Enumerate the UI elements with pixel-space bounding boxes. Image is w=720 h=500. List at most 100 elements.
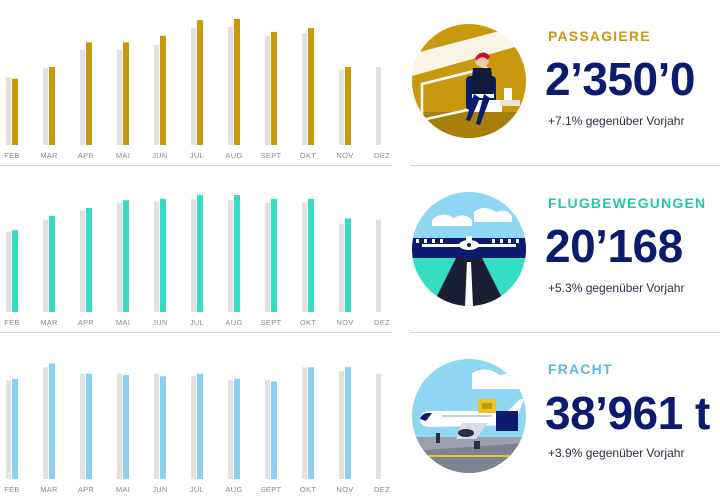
tick-label-dez: DEZ	[374, 485, 390, 494]
tick-label-nov: NOV	[336, 485, 353, 494]
bar-current-nov	[345, 67, 351, 145]
tick-label-apr: APR	[78, 151, 95, 160]
bar-previous-dez	[376, 67, 381, 145]
bar-previous-okt	[302, 367, 307, 479]
tick-label-okt: OKT	[300, 485, 316, 494]
bar-previous-feb	[6, 231, 11, 312]
tick-label-sept: SEPT	[261, 318, 282, 327]
passengers-title: PASSAGIERE	[548, 28, 651, 44]
tick-label-jun: JUN	[152, 485, 167, 494]
bar-previous-mar	[43, 219, 48, 312]
freight-value: 38’961 t	[545, 390, 710, 436]
bar-current-nov	[345, 218, 351, 312]
tick-label-mar: MAR	[40, 485, 58, 494]
bar-previous-feb	[6, 77, 11, 145]
freight-change: +3.9% gegenüber Vorjahr	[548, 446, 685, 460]
tick-label-feb: FEB	[4, 151, 20, 160]
bar-previous-jul	[191, 198, 196, 312]
bar-previous-mai	[117, 202, 122, 312]
bar-previous-apr	[80, 50, 85, 145]
bar-current-aug	[234, 195, 240, 312]
bar-previous-mar	[43, 367, 48, 479]
bar-previous-apr	[80, 373, 85, 479]
bar-current-mai	[123, 375, 129, 479]
bar-previous-jun	[154, 201, 159, 312]
passengers-value: 2’350’0	[545, 56, 695, 102]
freight-panel: FEB MAR APR MAI JUN JUL AUG SEPT OKT NOV DEZ	[0, 334, 720, 500]
bar-previous-sept	[265, 202, 270, 312]
tick-label-jul: JUL	[190, 151, 204, 160]
movements-bar-chart: FEB MAR APR MAI JUN JUL AUG SEPT OKT NOV DEZ	[0, 167, 392, 333]
bar-current-nov	[345, 367, 351, 479]
chart-divider	[0, 165, 392, 166]
bar-previous-aug	[228, 380, 233, 479]
tick-label-aug: AUG	[225, 318, 242, 327]
bar-previous-nov	[339, 371, 344, 479]
chart-divider	[0, 332, 392, 333]
movements-chart-svg: FEB MAR APR MAI JUN JUL AUG SEPT OKT NOV DEZ	[4, 195, 390, 327]
tick-label-jun: JUN	[152, 151, 167, 160]
tick-label-dez: DEZ	[374, 318, 390, 327]
bar-previous-jun	[154, 373, 159, 479]
movements-value: 20’168	[545, 223, 683, 269]
freight-chart-svg: FEB MAR APR MAI JUN JUL AUG SEPT OKT NOV DEZ	[4, 363, 390, 494]
movements-panel: FEB MAR APR MAI JUN JUL AUG SEPT OKT NOV DEZ	[0, 167, 720, 333]
bar-previous-dez	[376, 373, 381, 479]
bar-previous-feb	[6, 380, 11, 479]
tick-label-dez: DEZ	[374, 151, 390, 160]
bar-previous-mar	[43, 68, 48, 145]
bar-previous-nov	[339, 223, 344, 312]
tick-label-apr: APR	[78, 318, 95, 327]
passengers-chart-svg: FEB MAR APR MAI JUN JUL AUG SEPT OKT NOV DEZ	[4, 18, 390, 160]
passenger-lounge-illustration	[412, 24, 526, 138]
bar-current-aug	[234, 18, 240, 145]
bar-previous-aug	[228, 26, 233, 146]
bar-previous-aug	[228, 200, 233, 312]
passengers-change: +7.1% gegenüber Vorjahr	[548, 114, 685, 128]
bar-previous-jun	[154, 44, 159, 145]
tick-label-feb: FEB	[4, 485, 20, 494]
bar-current-jun	[160, 376, 166, 479]
freight-bar-chart: FEB MAR APR MAI JUN JUL AUG SEPT OKT NOV DEZ	[0, 334, 392, 500]
tick-label-sept: SEPT	[261, 485, 282, 494]
bar-current-jun	[160, 198, 166, 312]
bar-previous-jul	[191, 28, 196, 145]
bar-current-okt	[308, 367, 314, 479]
bar-current-feb	[12, 78, 18, 145]
bar-current-sept	[271, 198, 277, 312]
bar-current-jun	[160, 35, 166, 145]
movements-change: +5.3% gegenüber Vorjahr	[548, 281, 685, 295]
bar-current-jul	[197, 195, 203, 312]
tick-label-okt: OKT	[300, 318, 316, 327]
bar-previous-sept	[265, 35, 270, 145]
tick-label-sept: SEPT	[261, 151, 282, 160]
tick-label-mai: MAI	[116, 151, 130, 160]
bar-current-apr	[86, 42, 92, 145]
bar-current-apr	[86, 373, 92, 479]
bar-current-aug	[234, 378, 240, 479]
bar-current-apr	[86, 208, 92, 312]
tick-label-nov: NOV	[336, 151, 353, 160]
runway-airplane-illustration	[412, 192, 526, 306]
tick-label-aug: AUG	[225, 151, 242, 160]
tick-label-jul: JUL	[190, 485, 204, 494]
bar-previous-mai	[117, 50, 122, 145]
bar-current-mai	[123, 42, 129, 145]
passengers-panel: FEB MAR APR MAI JUN JUL AUG SEPT OKT NOV DEZ	[0, 0, 720, 166]
bar-current-okt	[308, 28, 314, 145]
bar-previous-apr	[80, 210, 85, 312]
stat-divider	[410, 165, 720, 166]
tick-label-mai: MAI	[116, 485, 130, 494]
bar-current-mar	[49, 215, 55, 312]
bar-previous-okt	[302, 202, 307, 312]
tick-label-apr: APR	[78, 485, 95, 494]
bar-current-sept	[271, 31, 277, 145]
bar-current-okt	[308, 198, 314, 312]
tick-label-feb: FEB	[4, 318, 20, 327]
tick-label-jun: JUN	[152, 318, 167, 327]
movements-title: FLUGBEWEGUNGEN	[548, 195, 707, 211]
bar-current-feb	[12, 230, 18, 312]
bar-previous-jul	[191, 376, 196, 479]
cargo-plane-illustration	[412, 359, 526, 473]
tick-label-okt: OKT	[300, 151, 316, 160]
